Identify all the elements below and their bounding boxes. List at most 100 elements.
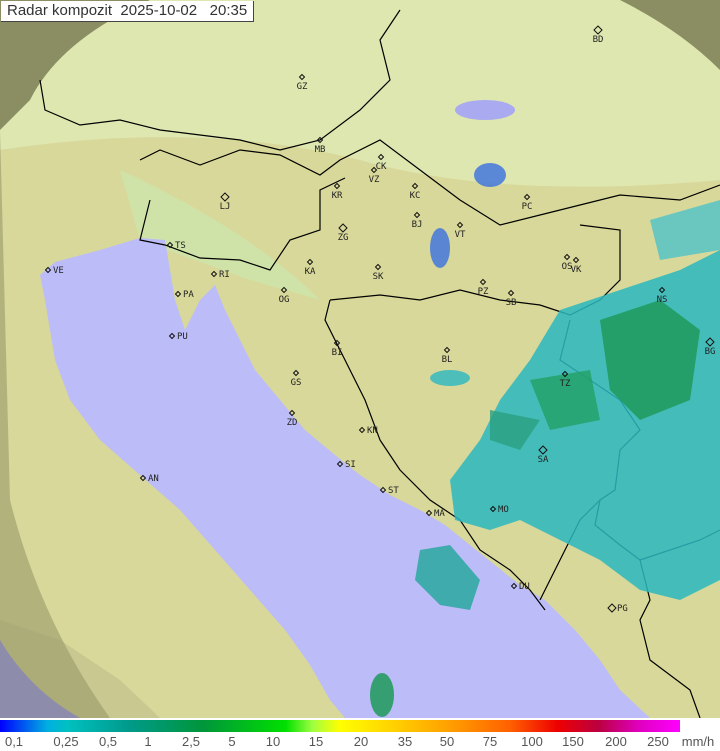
city-marker-icon: [523, 193, 531, 201]
radar-echo-north: [430, 228, 450, 268]
legend-label: 20: [353, 734, 369, 749]
legend-label: 250: [647, 734, 669, 749]
lake-balaton: [455, 100, 515, 120]
city-label: SB: [506, 298, 517, 308]
city-label: PZ: [478, 287, 489, 297]
city-label: TZ: [560, 379, 571, 389]
legend-label: 75: [482, 734, 498, 749]
city-marker-icon: [166, 241, 174, 249]
legend-label: 35: [397, 734, 413, 749]
city-marker-icon: [658, 286, 666, 294]
outside-coverage-ne: [620, 0, 720, 70]
city-marker-icon: [370, 166, 378, 174]
map-title: Radar kompozit 2025-10-02 20:35: [1, 1, 255, 22]
city-marker-icon: [479, 278, 487, 286]
radar-echo-south: [370, 673, 394, 717]
legend-label: 50: [439, 734, 455, 749]
land-alps: [120, 170, 320, 300]
city-label: PC: [522, 202, 533, 212]
city-label: CK: [376, 162, 387, 172]
city-label: BL: [442, 355, 453, 365]
legend-label: 5: [228, 734, 236, 749]
radar-echoes: [370, 100, 720, 717]
city-marker-icon: [561, 370, 569, 378]
outside-coverage-sw: [0, 640, 80, 718]
city-marker-icon: [333, 339, 341, 347]
city-marker-icon: [379, 486, 387, 494]
city-marker-icon: [374, 263, 382, 271]
title-text: Radar kompozit: [7, 2, 113, 19]
city-label: BJ: [412, 220, 423, 230]
land-north: [0, 0, 720, 187]
city-marker-icon: [306, 258, 314, 266]
title-time: 20:35: [209, 2, 248, 19]
country-borders: [39, 9, 720, 718]
city-label: BG: [705, 347, 716, 357]
city-marker-icon: [288, 409, 296, 417]
city-marker-icon: [338, 223, 348, 233]
city-label: RI: [219, 270, 230, 280]
city-label: NS: [657, 295, 668, 305]
legend-label: 0,1: [4, 734, 24, 749]
city-label: PG: [617, 604, 628, 614]
city-label: ST: [388, 486, 399, 496]
city-label: VZ: [369, 175, 380, 185]
legend-label: 1: [144, 734, 152, 749]
city-marker-icon: [705, 337, 715, 347]
city-label: TS: [175, 241, 186, 251]
city-label: GZ: [297, 82, 308, 92]
city-label: AN: [148, 474, 159, 484]
city-marker-icon: [139, 474, 147, 482]
legend-label: 2,5: [181, 734, 201, 749]
radar-echo-center: [430, 370, 470, 386]
city-marker-icon: [443, 346, 451, 354]
city-label: KA: [305, 267, 316, 277]
radar-echo-core: [490, 410, 540, 450]
city-marker-icon: [210, 270, 218, 278]
legend-label: 100: [521, 734, 543, 749]
city-label: PA: [183, 290, 194, 300]
city-marker-icon: [593, 25, 603, 35]
city-marker-icon: [358, 426, 366, 434]
city-label: VT: [455, 230, 466, 240]
city-label: PU: [177, 332, 188, 342]
city-marker-icon: [572, 256, 580, 264]
radar-echo-core: [530, 370, 600, 430]
outside-coverage-nw: [0, 0, 150, 130]
radar-echo-islands: [415, 545, 480, 610]
city-label: ZD: [287, 418, 298, 428]
city-label: DU: [519, 582, 530, 592]
city-marker-icon: [168, 332, 176, 340]
city-marker-icon: [280, 286, 288, 294]
city-marker-icon: [413, 211, 421, 219]
legend-label: 15: [308, 734, 324, 749]
city-label: VE: [53, 266, 64, 276]
city-marker-icon: [538, 445, 548, 455]
city-label: SI: [345, 460, 356, 470]
city-markers: BD GZ MB CK VZ KR KC LJ ZG BJ VT PC TS VE RI KA SK OS PZ SB…: [44, 25, 716, 614]
city-label: OS: [562, 262, 573, 272]
adriatic-sea: [40, 238, 650, 718]
radar-echo-north: [474, 163, 506, 187]
legend-label: 0,5: [98, 734, 118, 749]
city-marker-icon: [316, 136, 324, 144]
city-marker-icon: [489, 505, 497, 513]
city-marker-icon: [44, 266, 52, 274]
radar-map[interactable]: BD GZ MB CK VZ KR KC LJ ZG BJ VT PC TS VE RI KA SK OS PZ SB…: [0, 0, 720, 718]
city-label: MB: [315, 145, 326, 155]
legend-label: 0,25: [53, 734, 79, 749]
city-label: ZG: [338, 233, 349, 243]
legend-unit: mm/h: [681, 734, 715, 749]
city-label: MA: [434, 509, 445, 519]
city-marker-icon: [377, 153, 385, 161]
radar-echo-core: [600, 300, 700, 420]
city-label: BI: [332, 348, 343, 358]
city-label: GS: [291, 378, 302, 388]
city-marker-icon: [507, 289, 515, 297]
legend-label: 200: [605, 734, 627, 749]
city-marker-icon: [220, 192, 230, 202]
legend-label: 10: [265, 734, 281, 749]
radar-echo-ne: [650, 200, 720, 260]
legend-label: 150: [562, 734, 584, 749]
city-marker-icon: [456, 221, 464, 229]
